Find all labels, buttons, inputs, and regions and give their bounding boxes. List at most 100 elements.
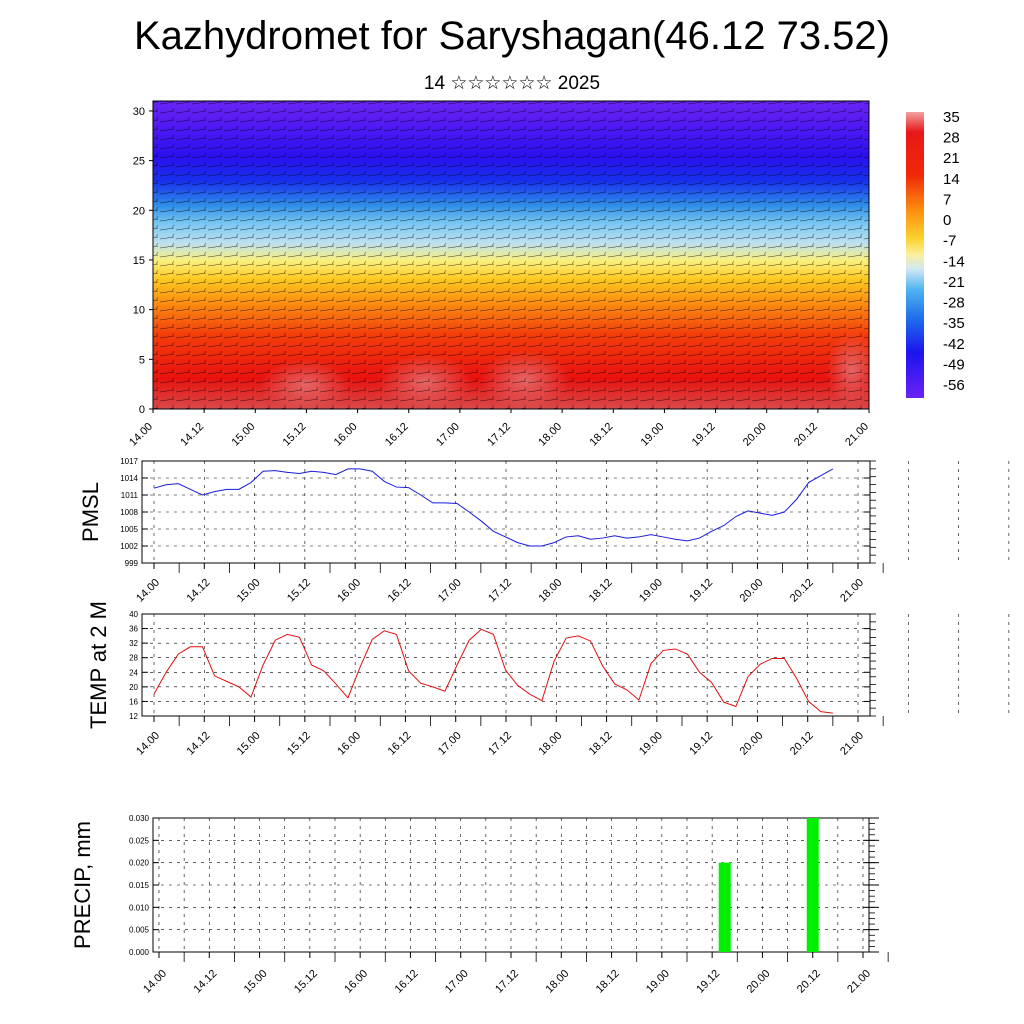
wind-barbs	[153, 101, 869, 409]
colorbar-label: 28	[943, 130, 960, 147]
temp-series-line	[153, 628, 833, 714]
precip-y-tick-label: 0.030	[129, 814, 150, 823]
heatmap-y-tick-label: 20	[133, 205, 145, 217]
precip-x-tick-label: 14.00	[141, 968, 169, 996]
precip-y-tick-label: 0.025	[129, 836, 150, 845]
pmsl-x-tick-label: 20.12	[788, 577, 816, 605]
pmsl-y-tick-label: 1011	[121, 491, 139, 500]
precip-bar	[718, 862, 731, 952]
heatmap-x-tick-label: 14.12	[178, 421, 206, 449]
precip-x-tick-label: 20.00	[745, 968, 773, 996]
temp-x-tick-label: 19.00	[637, 730, 665, 758]
pmsl-x-tick-label: 19.00	[637, 577, 665, 605]
precip-x-tick-label: 16.00	[342, 968, 370, 996]
precip-panel: 0.030 0.025 0.020 0.015 0.010 0.005 0.000 14.0…	[70, 814, 889, 996]
pmsl-y-tick-label: 1002	[120, 542, 138, 551]
temp-y-tick-label: 32	[129, 639, 138, 648]
heatmap-x-tick-label: 20.00	[741, 421, 769, 449]
temp-y-tick-label: 12	[129, 712, 138, 721]
pmsl-x-tick-label: 18.00	[536, 577, 564, 605]
heatmap-x-tick-label: 21.00	[843, 421, 871, 449]
pmsl-x-tick-label: 16.00	[335, 577, 363, 605]
heatmap-x-axis: 14.00 14.12 15.00 15.12 16.00 16.12 17.00 17.12…	[127, 409, 871, 449]
pmsl-series-line	[153, 468, 834, 547]
pmsl-y-tick-label: 1017	[120, 457, 138, 466]
chart-subtitle: 14 ☆☆☆☆☆☆ 2025	[423, 73, 601, 94]
heatmap-x-tick-label: 19.00	[639, 421, 667, 449]
heatmap-x-tick-label: 14.00	[127, 421, 155, 449]
temp-y-tick-label: 36	[129, 625, 138, 634]
heatmap-y-tick-label: 10	[133, 305, 145, 317]
temp-y-tick-label: 24	[129, 668, 138, 677]
pmsl-y-tick-label: 1008	[120, 508, 138, 517]
colorbar-labels: 35 28 21 14 7 0 -7 -14 -21 -28 -35 -42 -49 -56	[943, 109, 965, 394]
temp-y-tick-label: 20	[129, 683, 138, 692]
heatmap-y-axis: 0 5 10 15 20 25 30	[133, 106, 153, 416]
heatmap-x-tick-label: 15.12	[281, 421, 309, 449]
pmsl-x-tick-label: 17.12	[486, 577, 514, 605]
pmsl-x-tick-label: 14.12	[184, 577, 212, 605]
heatmap-x-tick-label: 16.00	[332, 421, 360, 449]
temp-y-tick-label: 16	[129, 697, 138, 706]
precip-x-tick-label: 19.12	[694, 968, 722, 996]
precip-x-tick-label: 19.00	[644, 968, 672, 996]
heatmap-x-tick-label: 18.00	[536, 421, 564, 449]
precip-y-label: PRECIP, mm	[70, 821, 95, 949]
temp-x-tick-label: 21.00	[838, 730, 866, 758]
precip-bar	[806, 818, 819, 952]
colorbar-label: -28	[943, 295, 965, 312]
pmsl-y-tick-label: 1014	[120, 474, 138, 483]
heatmap-y-tick-label: 0	[139, 404, 145, 416]
temp-panel: 40 36 32 28 24 20 16 12 14.00 14.12 15.00 15.12 16.…	[86, 601, 1010, 758]
temp-x-tick-label: 17.12	[486, 730, 514, 758]
pmsl-x-tick-label: 14.00	[134, 577, 162, 605]
temp-y-tick-label: 40	[129, 610, 138, 619]
temp-x-tick-label: 16.00	[335, 730, 363, 758]
colorbar-label: 21	[943, 150, 960, 167]
heatmap-y-tick-label: 30	[133, 106, 145, 118]
precip-y-tick-label: 0.020	[129, 859, 150, 868]
temp-x-tick-label: 14.12	[184, 730, 212, 758]
temp-x-tick-label: 14.00	[134, 730, 162, 758]
pmsl-x-tick-label: 20.00	[738, 577, 766, 605]
heatmap-x-tick-label: 17.00	[434, 421, 462, 449]
colorbar: 35 28 21 14 7 0 -7 -14 -21 -28 -35 -42 -49 -56	[906, 109, 965, 398]
precip-x-tick-label: 14.12	[191, 968, 219, 996]
colorbar-label: -21	[943, 274, 965, 291]
temp-x-tick-label: 18.12	[587, 730, 615, 758]
chart-title: Kazhydromet for Saryshagan(46.12 73.52)	[134, 14, 890, 58]
colorbar-label: -42	[943, 336, 965, 353]
precip-x-tick-label: 16.12	[393, 968, 421, 996]
colorbar-label: -14	[943, 253, 965, 270]
precip-x-tick-label: 21.00	[845, 968, 873, 996]
temp-x-tick-label: 18.00	[536, 730, 564, 758]
precip-x-tick-label: 15.12	[292, 968, 320, 996]
precip-y-tick-label: 0.010	[129, 903, 150, 912]
temp-x-tick-label: 15.12	[285, 730, 313, 758]
pmsl-x-tick-label: 21.00	[838, 577, 866, 605]
pmsl-y-label: PMSL	[78, 482, 103, 542]
precip-y-tick-label: 0.005	[129, 926, 150, 935]
precip-y-tick-label: 0.000	[129, 948, 150, 957]
precip-x-tick-label: 20.12	[795, 968, 823, 996]
temp-y-tick-label: 28	[129, 654, 138, 663]
heatmap-x-tick-label: 17.12	[485, 421, 513, 449]
temp-x-tick-label: 19.12	[687, 730, 715, 758]
colorbar-label: -35	[943, 315, 965, 332]
heatmap-y-tick-label: 15	[133, 255, 145, 267]
colorbar-label: -56	[943, 377, 965, 394]
precip-x-tick-label: 17.12	[493, 968, 521, 996]
heatmap-y-tick-label: 5	[139, 354, 145, 366]
heatmap-x-tick-label: 16.12	[383, 421, 411, 449]
pmsl-y-tick-label: 1005	[120, 525, 138, 534]
precip-x-tick-label: 18.00	[543, 968, 571, 996]
temp-y-label: TEMP at 2 M	[86, 601, 111, 729]
colorbar-strip	[906, 112, 924, 398]
colorbar-label: -7	[943, 233, 956, 250]
pmsl-x-tick-label: 15.00	[235, 577, 263, 605]
pmsl-x-tick-label: 18.12	[587, 577, 615, 605]
colorbar-label: 7	[943, 191, 951, 208]
temp-x-tick-label: 17.00	[436, 730, 464, 758]
colorbar-label: -49	[943, 356, 965, 373]
